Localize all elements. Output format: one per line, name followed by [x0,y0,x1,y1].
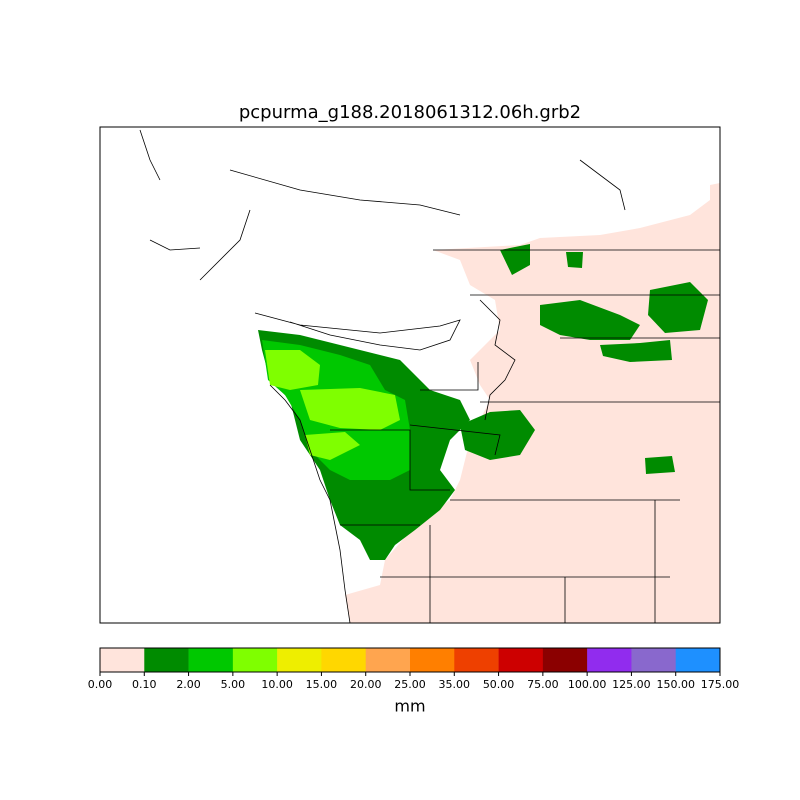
colorbar-tick-label: 0.00 [88,678,113,691]
colorbar-tick-label: 75.00 [527,678,559,691]
colorbar: 0.00 0.10 2.00 5.00 10.00 15.00 20.00 25.00 35.0… [88,647,740,691]
map-title: pcpurma_g188.2018061312.06h.grb2 [239,102,581,123]
colorbar-bin [321,648,367,672]
colorbar-tick-label: 150.00 [656,678,695,691]
land-trace [345,183,720,623]
colorbar-tick-label: 50.00 [483,678,515,691]
colorbar-tick-label: 125.00 [612,678,651,691]
colorbar-tick-label: 10.00 [261,678,293,691]
colorbar-bin [587,648,632,672]
colorbar-tick-label: 35.00 [439,678,471,691]
colorbar-tick-label: 20.00 [350,678,382,691]
precip-moderate [500,244,675,474]
colorbar-tick-label: 0.10 [132,678,157,691]
colorbar-bin [277,648,322,672]
colorbar-tick-label: 100.00 [568,678,607,691]
colorbar-bin [232,648,278,672]
map [100,127,720,623]
colorbar-bin [498,648,544,672]
precip-moderate [600,340,672,362]
colorbar-tick-label: 5.00 [221,678,246,691]
colorbar-tick-label: 15.00 [306,678,338,691]
precip-heaviest [265,350,400,460]
colorbar-bin [144,648,189,672]
coastlines [139,129,720,623]
colorbar-bin [542,648,588,672]
colorbar-bin [365,648,411,672]
precip-moderate [540,300,640,340]
colorbar-label: mm [394,697,425,716]
colorbar-bin [188,648,234,672]
colorbar-tick-label: 2.00 [176,678,201,691]
colorbar-bin [454,648,499,672]
colorbar-bin [631,648,677,672]
colorbar-tick-label: 175.00 [701,678,740,691]
colorbar-bin [100,648,145,672]
map-frame [99,126,721,624]
colorbar-bin [410,648,455,672]
colorbar-bin [675,648,721,672]
colorbar-tick-label: 25.00 [394,678,426,691]
